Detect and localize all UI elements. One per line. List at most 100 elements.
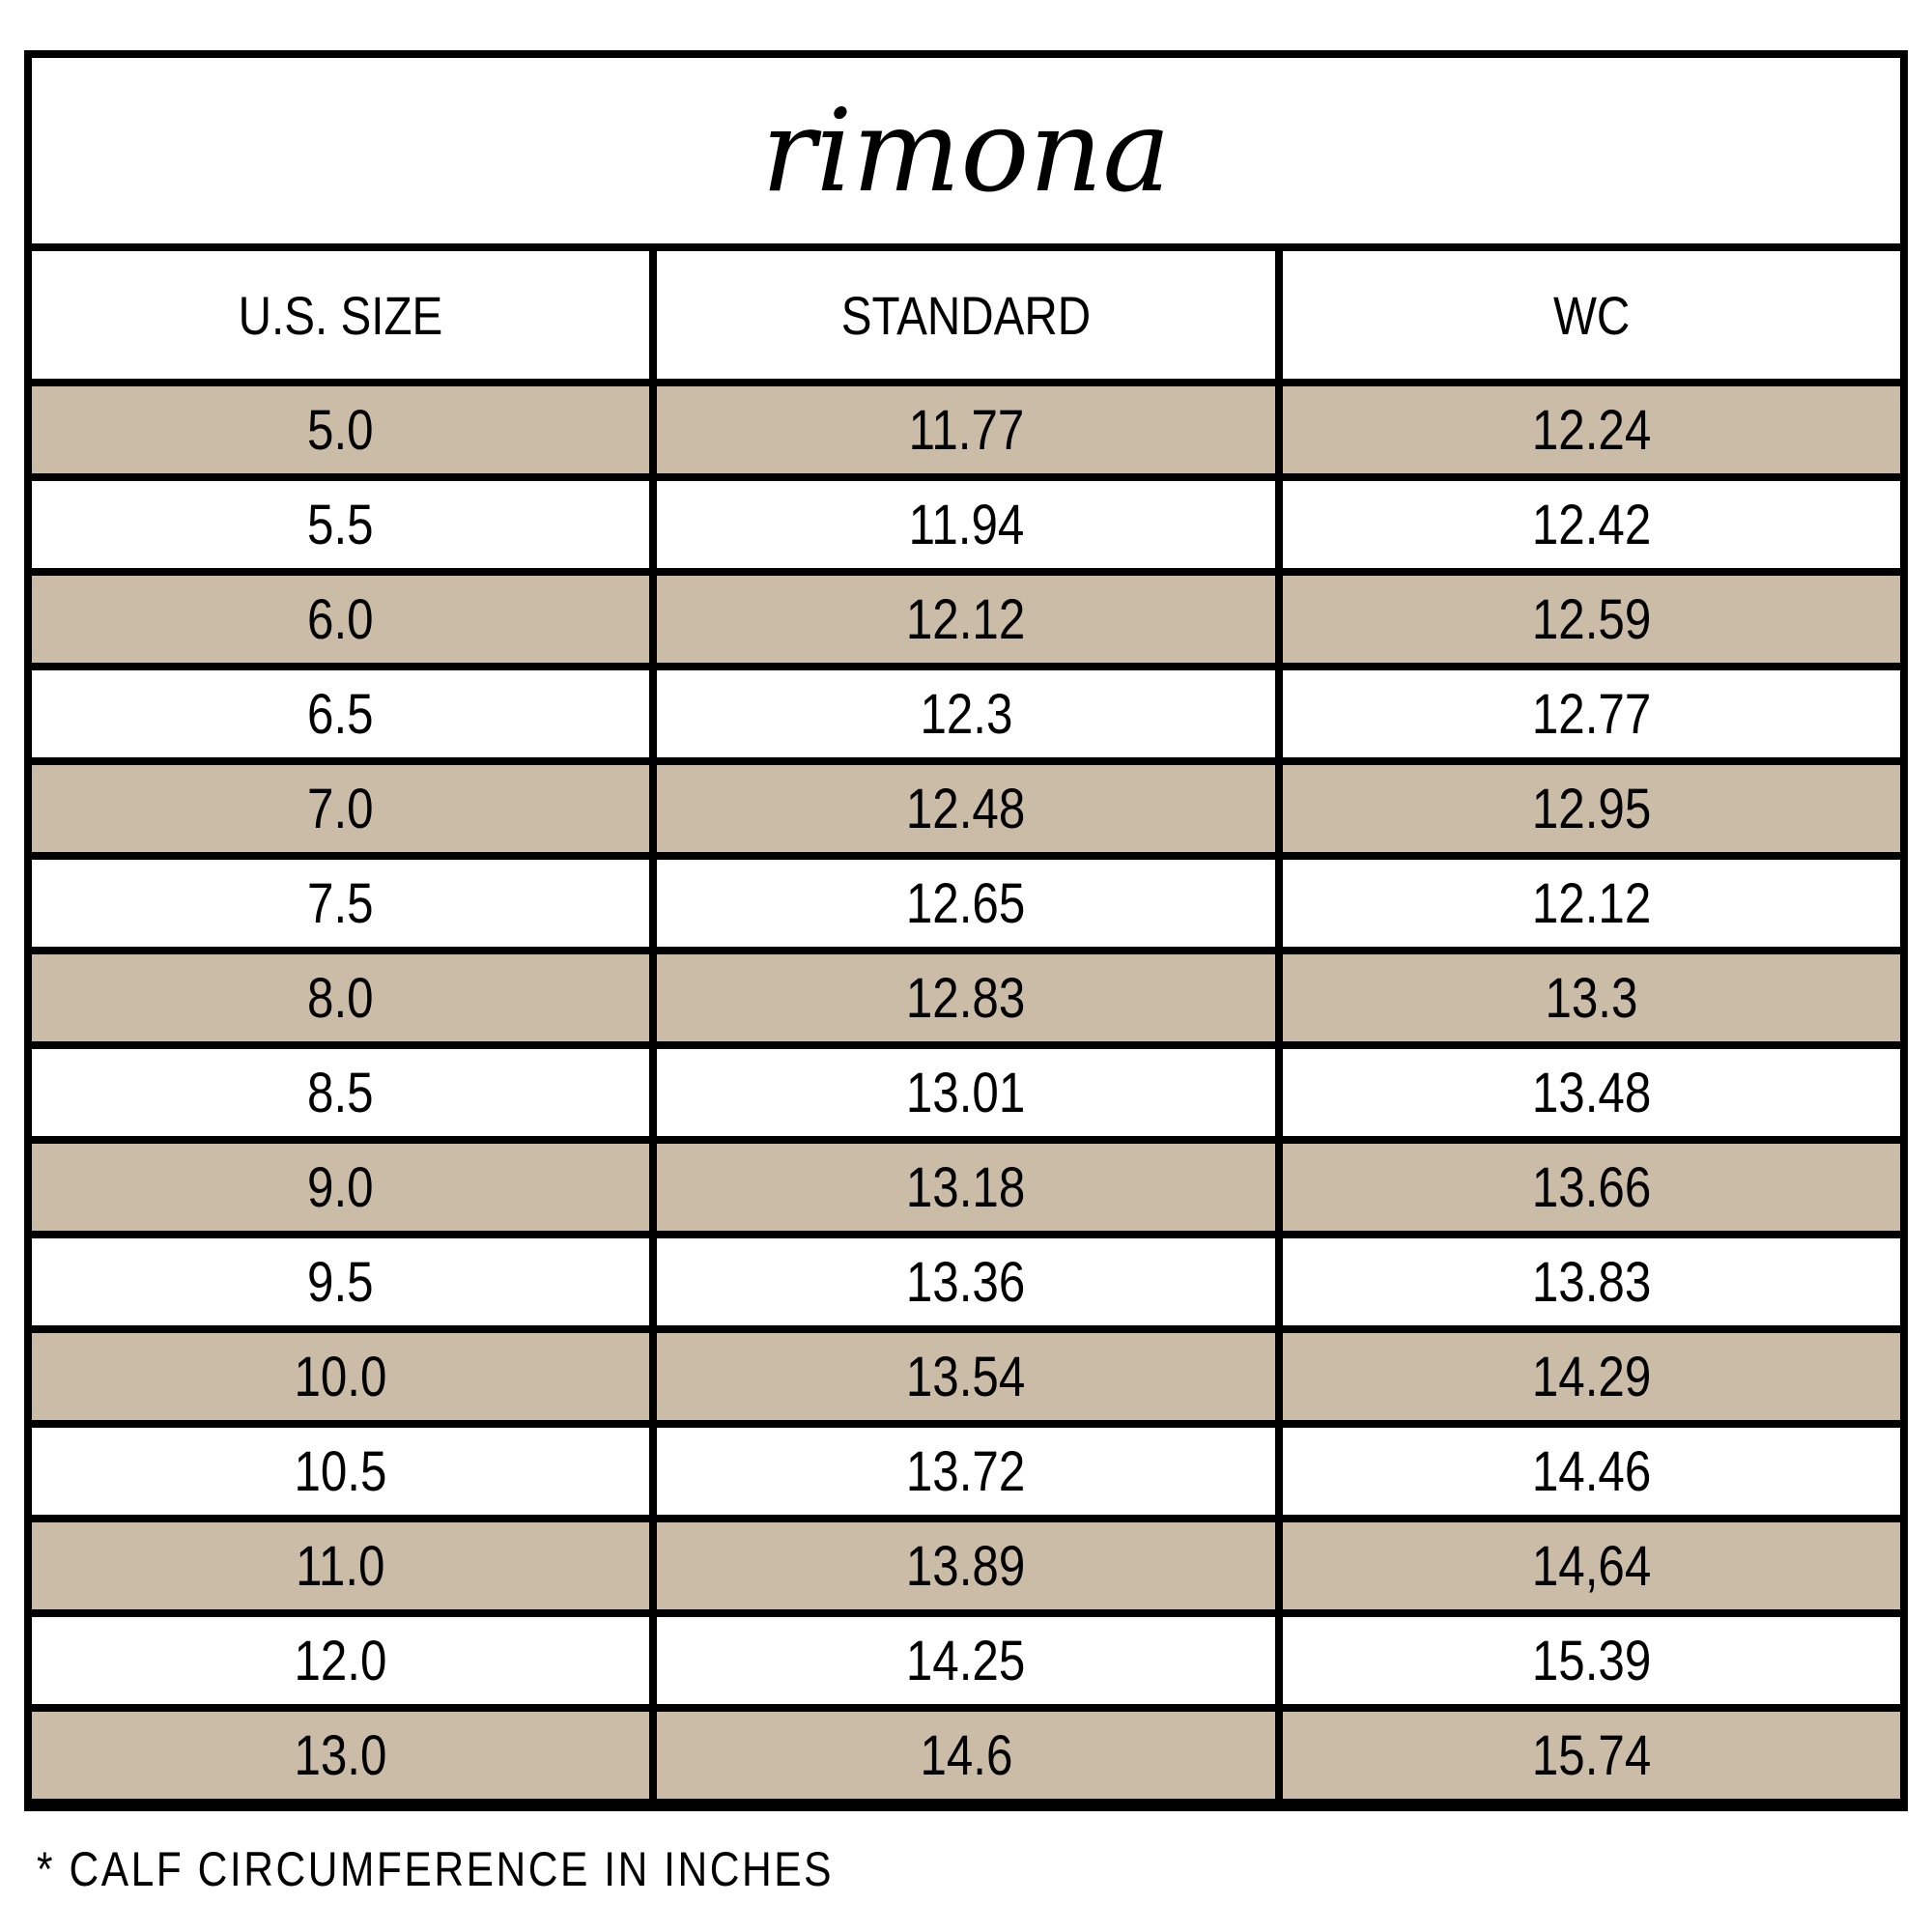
table-row: 8.5 13.01 13.48 xyxy=(23,1041,1909,1144)
cell-wc: 15.39 xyxy=(1274,1609,1909,1712)
column-header-wc-label: WC xyxy=(1552,284,1630,346)
table-row: 10.0 13.54 14.29 xyxy=(23,1325,1909,1428)
cell-wc: 13.3 xyxy=(1274,947,1909,1049)
column-header-us-size: U.S. SIZE xyxy=(23,243,658,386)
cell-standard: 13.89 xyxy=(649,1515,1283,1617)
table-row: 6.5 12.3 12.77 xyxy=(23,663,1909,765)
cell-standard: 11.77 xyxy=(649,379,1283,481)
size-chart-table: rimona U.S. SIZE STANDARD WC 5.0 11.77 12.… xyxy=(23,50,1909,1811)
cell-wc-value: 12.59 xyxy=(1531,587,1652,651)
cell-standard: 12.83 xyxy=(649,947,1283,1049)
cell-us-size-value: 13.0 xyxy=(294,1723,387,1787)
cell-us-size-value: 8.0 xyxy=(307,966,374,1030)
cell-us-size-value: 7.5 xyxy=(307,871,374,935)
cell-standard: 12.12 xyxy=(649,568,1283,670)
table-row: 13.0 14.6 15.74 xyxy=(23,1704,1909,1809)
cell-standard-value: 14.25 xyxy=(906,1629,1026,1692)
cell-us-size-value: 5.0 xyxy=(307,398,374,462)
cell-us-size: 9.0 xyxy=(23,1136,658,1238)
cell-us-size-value: 7.0 xyxy=(307,777,374,840)
table-row: 8.0 12.83 13.3 xyxy=(23,947,1909,1049)
table-row: 10.5 13.72 14.46 xyxy=(23,1420,1909,1522)
cell-wc-value: 14.46 xyxy=(1531,1439,1652,1503)
cell-standard: 13.54 xyxy=(649,1325,1283,1428)
cell-us-size: 10.5 xyxy=(23,1420,658,1522)
table-row: 6.0 12.12 12.59 xyxy=(23,568,1909,670)
cell-us-size: 5.5 xyxy=(23,473,658,576)
cell-standard: 13.72 xyxy=(649,1420,1283,1522)
cell-wc: 12.95 xyxy=(1274,757,1909,860)
cell-standard-value: 11.94 xyxy=(908,493,1024,556)
table-head: rimona U.S. SIZE STANDARD WC xyxy=(23,50,1909,386)
calf-circumference-footnote-text: * CALF CIRCUMFERENCE IN INCHES xyxy=(37,1842,835,1896)
table-row: 9.0 13.18 13.66 xyxy=(23,1136,1909,1238)
cell-us-size: 12.0 xyxy=(23,1609,658,1712)
cell-wc: 14.29 xyxy=(1274,1325,1909,1428)
cell-standard-value: 12.83 xyxy=(906,966,1026,1030)
cell-standard-value: 12.65 xyxy=(906,871,1026,935)
cell-us-size: 7.5 xyxy=(23,852,658,954)
cell-standard-value: 14.6 xyxy=(920,1723,1012,1787)
cell-us-size-value: 9.0 xyxy=(307,1155,374,1219)
table-row: 7.5 12.65 12.12 xyxy=(23,852,1909,954)
cell-us-size: 6.0 xyxy=(23,568,658,670)
cell-us-size-value: 11.0 xyxy=(296,1534,385,1598)
cell-wc-value: 12.77 xyxy=(1531,682,1652,746)
cell-us-size-value: 12.0 xyxy=(294,1629,387,1692)
cell-wc: 15.74 xyxy=(1274,1704,1909,1809)
cell-us-size-value: 6.0 xyxy=(307,587,374,651)
cell-us-size-value: 9.5 xyxy=(307,1250,374,1314)
cell-wc: 14,64 xyxy=(1274,1515,1909,1617)
cell-us-size: 13.0 xyxy=(23,1704,658,1809)
cell-wc: 13.83 xyxy=(1274,1231,1909,1333)
cell-wc-value: 15.39 xyxy=(1531,1629,1652,1692)
cell-standard-value: 12.3 xyxy=(920,682,1012,746)
cell-us-size-value: 5.5 xyxy=(307,493,374,556)
cell-wc: 12.59 xyxy=(1274,568,1909,670)
cell-wc-value: 13.3 xyxy=(1545,966,1638,1030)
table-row: 7.0 12.48 12.95 xyxy=(23,757,1909,860)
cell-wc: 12.42 xyxy=(1274,473,1909,576)
cell-standard: 12.48 xyxy=(649,757,1283,860)
cell-standard-value: 13.01 xyxy=(906,1061,1026,1124)
cell-standard-value: 13.54 xyxy=(906,1345,1026,1408)
cell-wc: 13.66 xyxy=(1274,1136,1909,1238)
cell-us-size-value: 6.5 xyxy=(307,682,374,746)
cell-wc: 12.77 xyxy=(1274,663,1909,765)
cell-us-size: 9.5 xyxy=(23,1231,658,1333)
cell-us-size: 6.5 xyxy=(23,663,658,765)
cell-standard-value: 12.12 xyxy=(906,587,1026,651)
cell-standard-value: 13.36 xyxy=(906,1250,1026,1314)
title-row: rimona xyxy=(24,50,1908,251)
cell-standard: 11.94 xyxy=(649,473,1283,576)
column-header-us-size-label: U.S. SIZE xyxy=(238,284,443,346)
cell-us-size-value: 10.5 xyxy=(294,1439,387,1503)
cell-wc-value: 12.42 xyxy=(1531,493,1652,556)
cell-standard: 14.25 xyxy=(649,1609,1283,1712)
cell-standard: 12.3 xyxy=(649,663,1283,765)
cell-wc-value: 13.83 xyxy=(1531,1250,1652,1314)
column-header-standard: STANDARD xyxy=(649,243,1283,386)
cell-standard-value: 13.72 xyxy=(906,1439,1026,1503)
cell-standard: 13.36 xyxy=(649,1231,1283,1333)
cell-wc: 12.12 xyxy=(1274,852,1909,954)
table-row: 12.0 14.25 15.39 xyxy=(23,1609,1909,1712)
cell-wc: 14.46 xyxy=(1274,1420,1909,1522)
cell-standard: 14.6 xyxy=(649,1704,1283,1809)
column-header-standard-label: STANDARD xyxy=(840,284,1092,346)
cell-us-size: 11.0 xyxy=(23,1515,658,1617)
cell-wc-value: 13.48 xyxy=(1531,1061,1652,1124)
cell-standard-value: 13.89 xyxy=(906,1534,1026,1598)
column-header-wc: WC xyxy=(1274,243,1909,386)
cell-us-size: 10.0 xyxy=(23,1325,658,1428)
cell-wc-value: 14,64 xyxy=(1531,1534,1652,1598)
cell-wc-value: 12.95 xyxy=(1531,777,1652,840)
table-row: 9.5 13.36 13.83 xyxy=(23,1231,1909,1333)
cell-standard: 12.65 xyxy=(649,852,1283,954)
table-row: 11.0 13.89 14,64 xyxy=(23,1515,1909,1617)
cell-wc: 13.48 xyxy=(1274,1041,1909,1144)
cell-us-size: 8.0 xyxy=(23,947,658,1049)
cell-standard-value: 13.18 xyxy=(906,1155,1026,1219)
cell-standard-value: 12.48 xyxy=(906,777,1026,840)
